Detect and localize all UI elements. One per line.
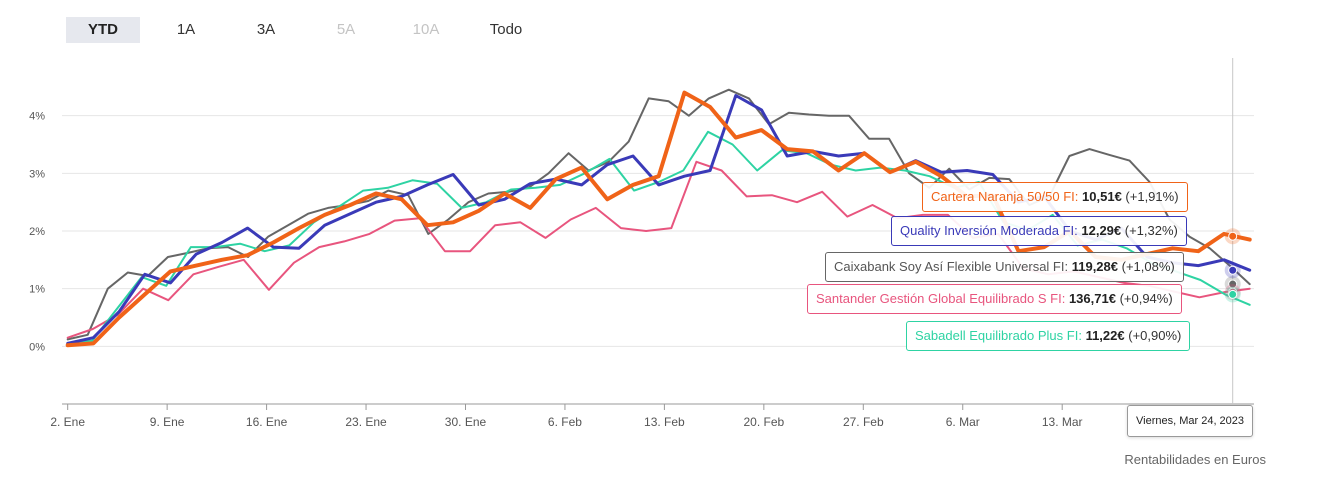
tooltip-series-name: Cartera Naranja 50/50 FI: [931, 189, 1075, 204]
tooltip-series-name: Quality Inversión Moderada FI: [900, 223, 1075, 238]
footer-note: Rentabilidades en Euros: [1124, 452, 1266, 467]
y-tick-label: 0%: [29, 341, 45, 353]
y-axis-labels: 0% 1% 2% 3% 4%: [29, 111, 45, 354]
x-axis-labels: 2. Ene 9. Ene 16. Ene 23. Ene 30. Ene 6. Feb 1…: [50, 404, 1083, 429]
x-tick-label: 23. Ene: [345, 415, 387, 429]
hover-marker: [1228, 231, 1238, 241]
tooltip-series-name: Sabadell Equilibrado Plus FI: [915, 328, 1079, 343]
hover-markers: [1224, 228, 1241, 303]
tooltip-change: (+1,08%): [1121, 259, 1175, 274]
hover-marker: [1228, 289, 1238, 299]
x-tick-label: 6. Feb: [548, 415, 582, 429]
y-tick-label: 1%: [29, 284, 45, 296]
tooltip-change: (+0,90%): [1128, 328, 1182, 343]
tooltip-price: 136,71€: [1068, 291, 1116, 306]
range-tabs: YTD 1A 3A 5A 10A Todo: [66, 17, 546, 43]
y-tick-label: 3%: [29, 168, 45, 180]
tooltip-price: 12,29€: [1081, 223, 1122, 238]
series-line: [66, 130, 1251, 345]
x-tick-label: 6. Mar: [946, 415, 980, 429]
tooltip-santander: Santander Gestión Global Equilibrado S F…: [807, 284, 1182, 314]
x-tick-label: 2. Ene: [50, 415, 85, 429]
tooltip-quality-inversion: Quality Inversión Moderada FI: 12,29€ (+…: [891, 216, 1187, 246]
tab-1a[interactable]: 1A: [176, 21, 196, 38]
tooltip-change: (+1,91%): [1125, 189, 1179, 204]
tooltip-price: 10,51€: [1082, 189, 1122, 204]
tooltip-cartera-naranja: Cartera Naranja 50/50 FI: 10,51€ (+1,91%…: [922, 182, 1188, 212]
tooltip-series-name: Caixabank Soy Así Flexible Universal FI: [834, 259, 1065, 274]
tooltip-price: 119,28€: [1071, 259, 1118, 274]
x-tick-label: 20. Feb: [743, 415, 784, 429]
tooltip-caixabank: Caixabank Soy Así Flexible Universal FI:…: [825, 252, 1184, 282]
x-tick-label: 13. Mar: [1042, 415, 1083, 429]
tab-5a: 5A: [336, 21, 356, 38]
x-tick-label: 16. Ene: [246, 415, 288, 429]
tab-todo[interactable]: Todo: [489, 21, 523, 38]
tooltip-series-name: Santander Gestión Global Equilibrado S F…: [816, 291, 1062, 306]
tab-10a: 10A: [412, 21, 440, 38]
tooltip-price: 11,22€: [1085, 328, 1125, 343]
x-tick-label: 13. Feb: [644, 415, 685, 429]
tab-3a[interactable]: 3A: [256, 21, 276, 38]
y-tick-label: 4%: [29, 111, 45, 123]
hover-marker: [1228, 265, 1238, 275]
tooltip-sabadell: Sabadell Equilibrado Plus FI: 11,22€ (+0…: [906, 321, 1191, 351]
tab-ytd[interactable]: YTD: [66, 17, 140, 43]
x-tick-label: 27. Feb: [843, 415, 884, 429]
tooltip-change: (+0,94%): [1119, 291, 1173, 306]
tooltip-change: (+1,32%): [1124, 223, 1178, 238]
y-tick-label: 2%: [29, 226, 45, 238]
x-tick-label: 30. Ene: [445, 415, 487, 429]
x-tick-label: 9. Ene: [150, 415, 185, 429]
hover-date-tooltip: Viernes, Mar 24, 2023: [1127, 405, 1254, 437]
